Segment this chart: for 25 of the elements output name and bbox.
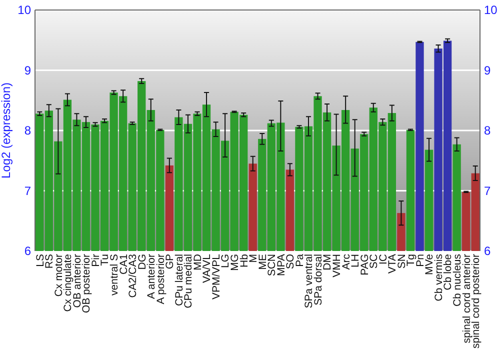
x-tick-label: Cb nucleus: [452, 254, 464, 307]
y-tick-label: 8: [24, 124, 32, 138]
y2-tick-label: 8: [484, 124, 491, 138]
x-tick-label: LS: [34, 254, 46, 267]
y-tick-label: 9: [24, 63, 32, 78]
x-tick-label: SPa dorsal: [312, 254, 324, 306]
y-tick-label: 6: [24, 244, 32, 258]
y2-tick-label: 9: [484, 63, 491, 78]
x-tick-label: spinal cord anterior: [460, 253, 473, 344]
y-tick-label: 7: [24, 184, 32, 198]
x-tick-label: MG: [229, 254, 241, 271]
x-tick-label: Hb: [238, 254, 250, 268]
x-tick-label: RS: [44, 254, 56, 269]
y-axis-title: Log2 (expression): [0, 82, 13, 179]
x-tick-label: Arc: [340, 254, 352, 270]
y2-tick-label: 10: [484, 3, 498, 18]
x-tick-label: GP: [164, 254, 176, 270]
x-tick-label: spinal cord posterior: [470, 253, 482, 349]
y-tick-label: 10: [18, 3, 32, 18]
x-tick-label: Tg: [405, 254, 418, 266]
x-tick-label: CA1: [118, 254, 130, 274]
x-tick-label: LG: [220, 254, 232, 268]
y2-tick-label: 6: [484, 244, 491, 258]
x-tick-label: Cb lobe: [442, 254, 454, 290]
y2-tick-label: 7: [484, 184, 491, 198]
